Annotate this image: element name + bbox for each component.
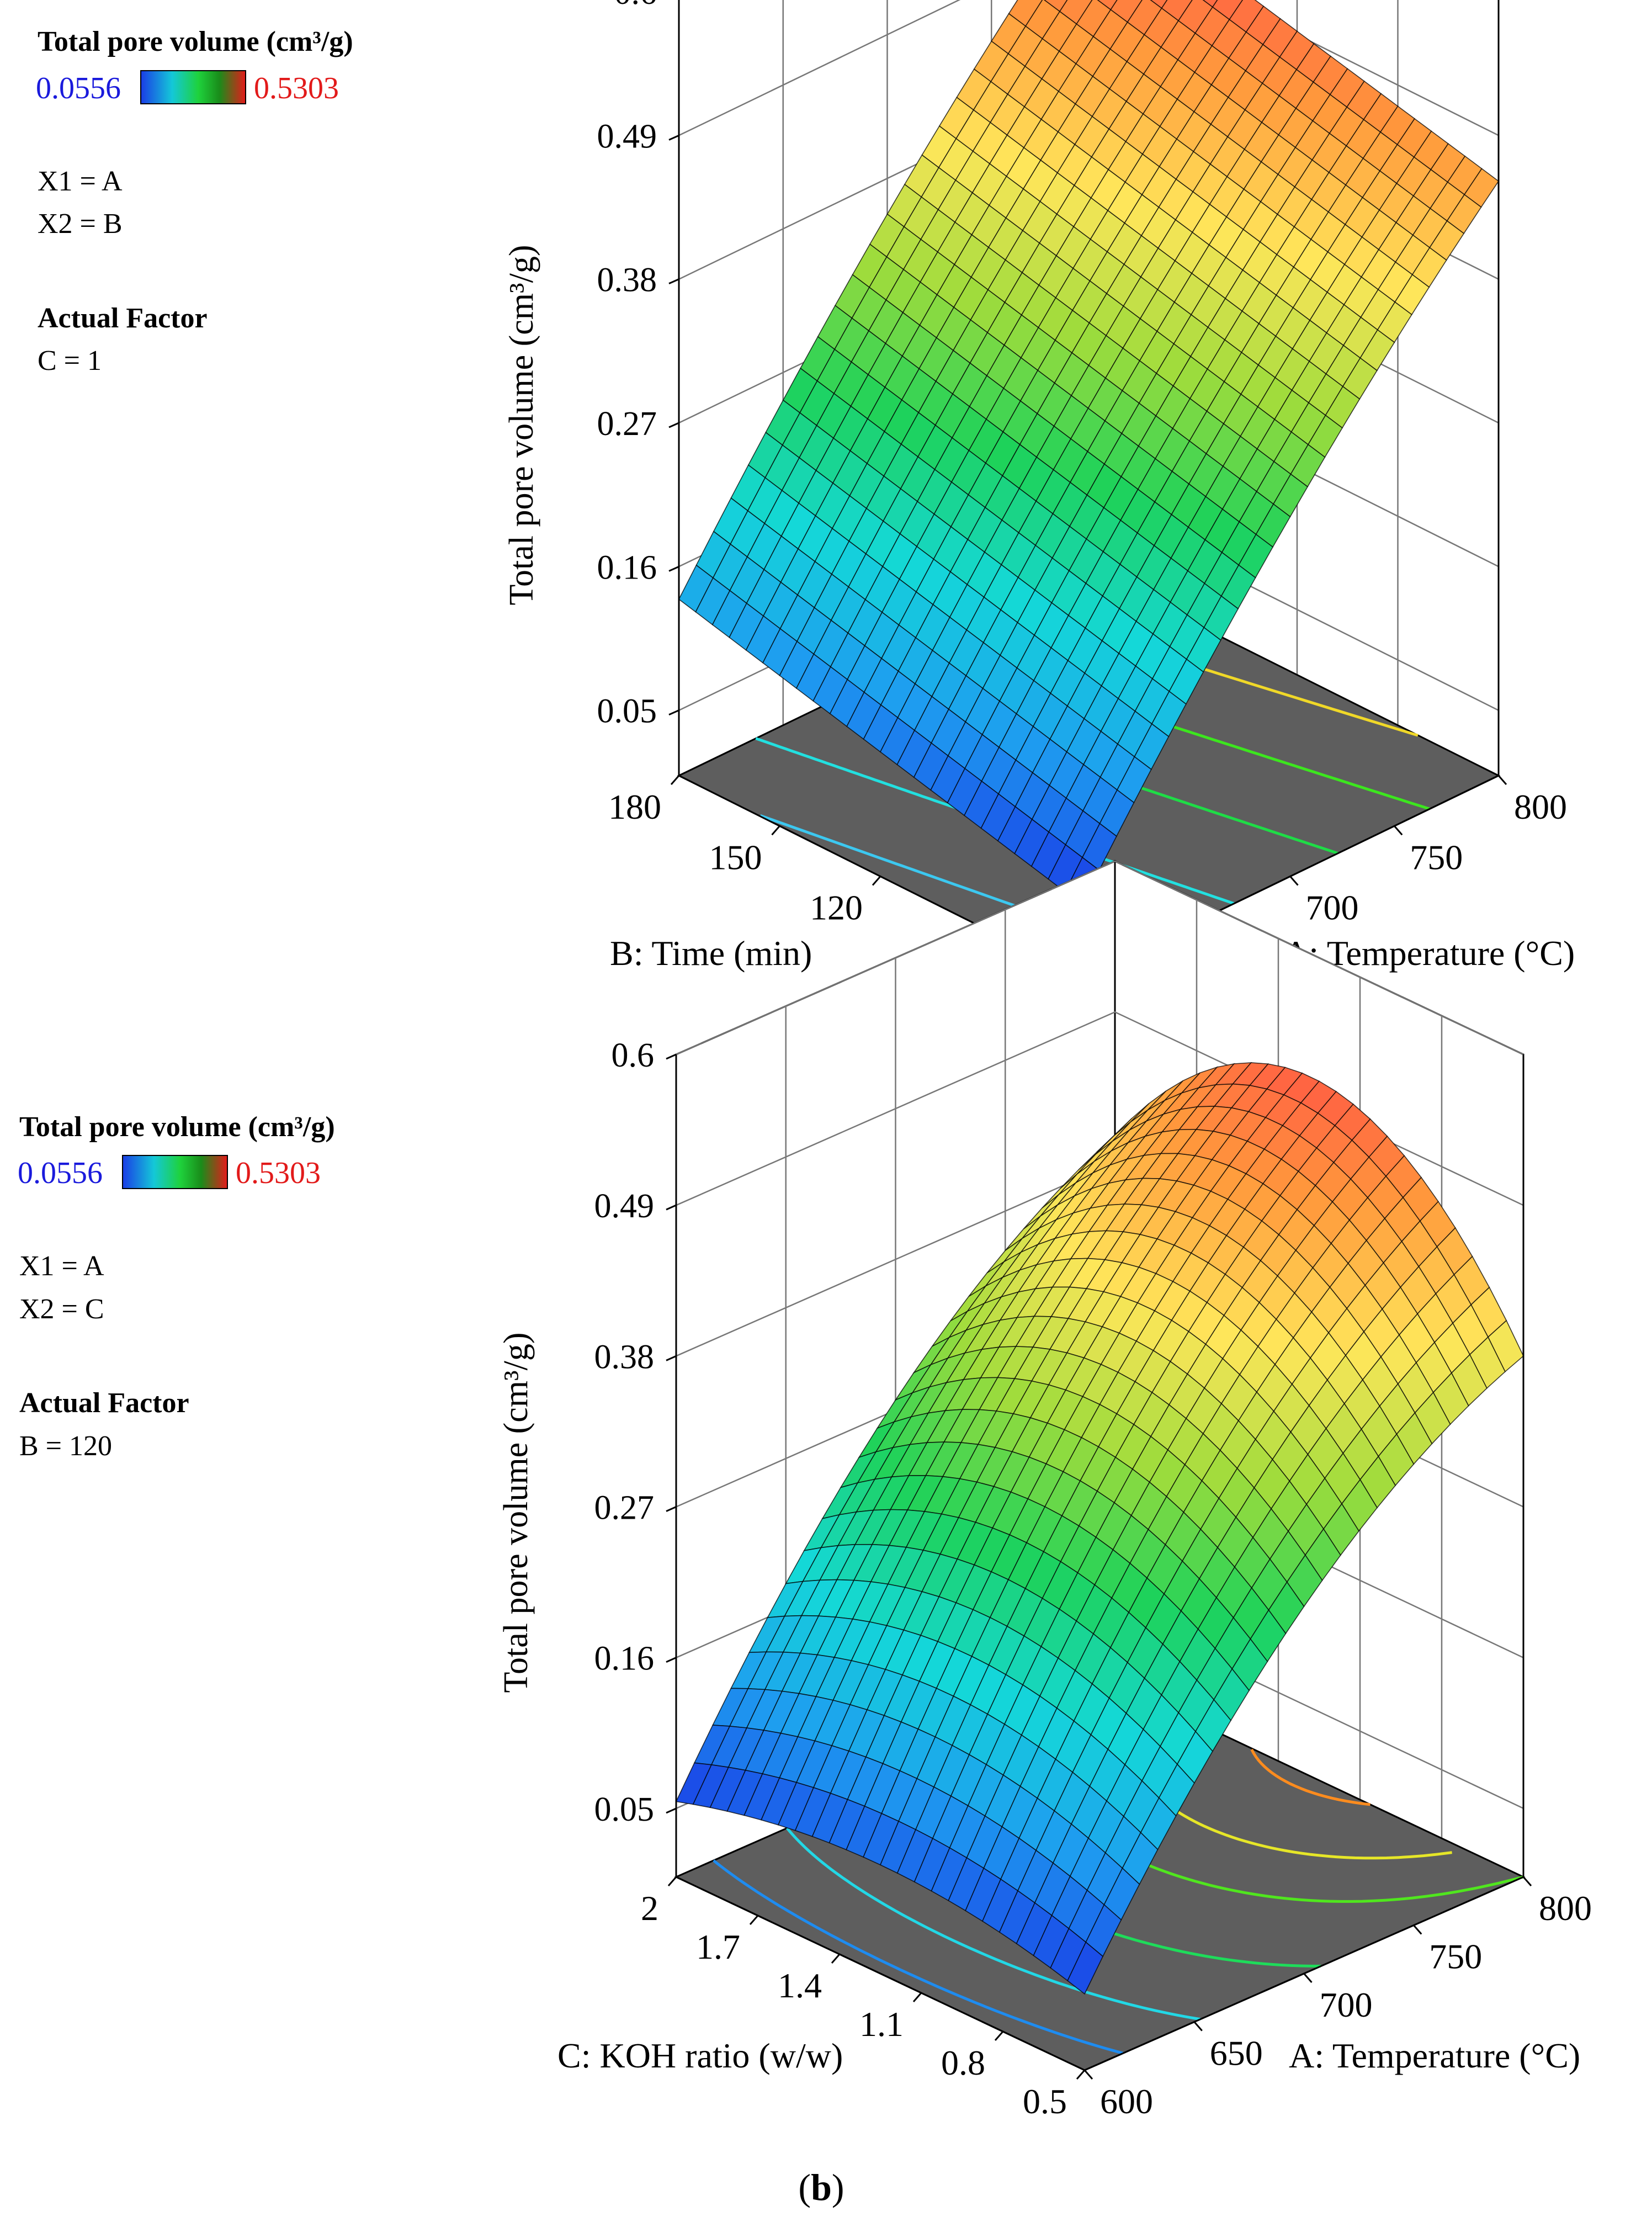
factor-line-x1: X1 = A <box>38 166 123 197</box>
x-tick-mark <box>1497 775 1507 785</box>
y-axis-label: B: Time (min) <box>610 934 812 973</box>
z-tick-mark <box>666 1506 677 1512</box>
legend-max-label: 0.5303 <box>236 1156 321 1190</box>
y-axis-label: C: KOH ratio (w/w) <box>557 2036 843 2075</box>
surface-cell <box>1202 0 1218 8</box>
axis-ticks: 0.6 0.49 0.38 0.27 0.16 0.05 600 650 700 750 800 0.… <box>594 1037 1592 2121</box>
y-tick-label: 1.1 <box>859 2004 904 2044</box>
y-tick-mark <box>749 1915 759 1925</box>
z-tick-label: 0.05 <box>597 693 657 730</box>
z-tick-mark <box>668 134 679 141</box>
z-tick-mark <box>666 1657 677 1663</box>
z-tick-mark <box>668 565 679 572</box>
z-tick-label: 0.49 <box>594 1187 655 1225</box>
x-tick-mark <box>1303 1973 1313 1983</box>
y-tick-mark <box>994 2031 1004 2041</box>
z-tick-label: 0.05 <box>594 1791 655 1828</box>
legend-min-label: 0.0556 <box>36 71 121 105</box>
z-tick-mark <box>666 1204 677 1211</box>
y-tick-label: 0.8 <box>941 2043 985 2082</box>
z-tick-label: 0.49 <box>597 118 657 155</box>
x-tick-label: 800 <box>1539 1889 1592 1928</box>
y-tick-label: 1.4 <box>778 1966 822 2005</box>
panel-a-chart: Total pore volume (cm³/g) 0.0556 0.5303 … <box>36 0 1575 1090</box>
z-tick-mark <box>666 1053 677 1060</box>
z-tick-label: 0.16 <box>594 1640 655 1678</box>
panel-b-chart: Total pore volume (cm³/g) 0.0556 0.5303 … <box>18 860 1592 2208</box>
response-surface <box>678 0 1500 905</box>
factor-line-x2: X2 = C <box>19 1293 104 1325</box>
y-tick-label: 1.7 <box>696 1927 740 1966</box>
actual-factor-value: B = 120 <box>19 1430 112 1462</box>
x-tick-mark <box>1394 825 1403 836</box>
z-tick-mark <box>668 278 679 285</box>
y-tick-label: 150 <box>709 837 762 877</box>
legend-colorbar <box>122 1155 228 1189</box>
x-tick-label: 700 <box>1306 888 1359 927</box>
panel-label-b: (b) <box>798 2166 844 2208</box>
y-tick-mark <box>1076 2070 1086 2080</box>
z-tick-label: 0.38 <box>594 1338 655 1376</box>
y-tick-label: 120 <box>810 888 863 927</box>
x-tick-mark <box>1413 1924 1422 1935</box>
legend-max-label: 0.5303 <box>254 71 339 105</box>
actual-factor-title: Actual Factor <box>19 1387 189 1419</box>
x-tick-mark <box>1522 1876 1532 1886</box>
z-tick-label: 0.27 <box>597 405 657 443</box>
z-axis-label: Total pore volume (cm³/g) <box>503 245 540 606</box>
legend-title: Total pore volume (cm³/g) <box>38 26 353 57</box>
x-tick-label: 750 <box>1429 1937 1482 1976</box>
wall-gridline <box>678 0 1499 136</box>
z-tick-mark <box>666 1355 677 1361</box>
surface-cell <box>1067 1941 1104 1995</box>
y-tick-mark <box>670 775 680 785</box>
y-tick-mark <box>872 876 881 886</box>
y-tick-mark <box>667 1876 677 1886</box>
z-tick-label: 0.6 <box>614 0 657 12</box>
legend-title: Total pore volume (cm³/g) <box>19 1111 335 1143</box>
x-tick-mark <box>1193 2021 1203 2032</box>
legend-colorbar <box>140 70 246 104</box>
x-tick-label: 750 <box>1410 837 1463 877</box>
x-tick-label: 600 <box>1100 2082 1153 2121</box>
actual-factor-value: C = 1 <box>38 345 102 376</box>
z-tick-label: 0.6 <box>612 1037 655 1074</box>
frame-edge <box>676 1876 1085 2071</box>
z-axis-label: Total pore volume (cm³/g) <box>497 1333 535 1693</box>
contour-line <box>713 1859 1124 2055</box>
z-tick-mark <box>666 1807 677 1814</box>
contour-line <box>1250 1748 1371 1806</box>
x-tick-label: 650 <box>1210 2034 1263 2073</box>
y-tick-mark <box>771 825 780 836</box>
box-frame <box>675 1054 1524 2071</box>
x-tick-mark <box>1083 2070 1093 2080</box>
actual-factor-title: Actual Factor <box>38 303 208 334</box>
x-axis-label: A: Temperature (°C) <box>1289 2036 1580 2075</box>
legend-min-label: 0.0556 <box>18 1156 103 1190</box>
factor-line-x1: X1 = A <box>19 1250 104 1282</box>
z-tick-mark <box>668 422 679 428</box>
y-tick-label: 2 <box>641 1889 658 1928</box>
response-surface <box>675 1062 1524 1995</box>
contour-line <box>786 1827 1201 2021</box>
z-tick-label: 0.27 <box>594 1489 655 1527</box>
x-tick-label: 700 <box>1320 1985 1373 2024</box>
x-tick-mark <box>1289 876 1299 886</box>
z-tick-mark <box>668 709 679 716</box>
z-tick-label: 0.16 <box>597 549 657 586</box>
z-tick-label: 0.38 <box>597 262 657 299</box>
factor-line-x2: X2 = B <box>38 208 123 240</box>
y-tick-mark <box>912 1992 922 2002</box>
y-tick-mark <box>831 1954 841 1964</box>
x-tick-label: 800 <box>1514 787 1567 826</box>
y-tick-label: 0.5 <box>1023 2082 1067 2121</box>
wall-gridline <box>676 860 1524 1056</box>
y-tick-label: 180 <box>608 787 661 826</box>
